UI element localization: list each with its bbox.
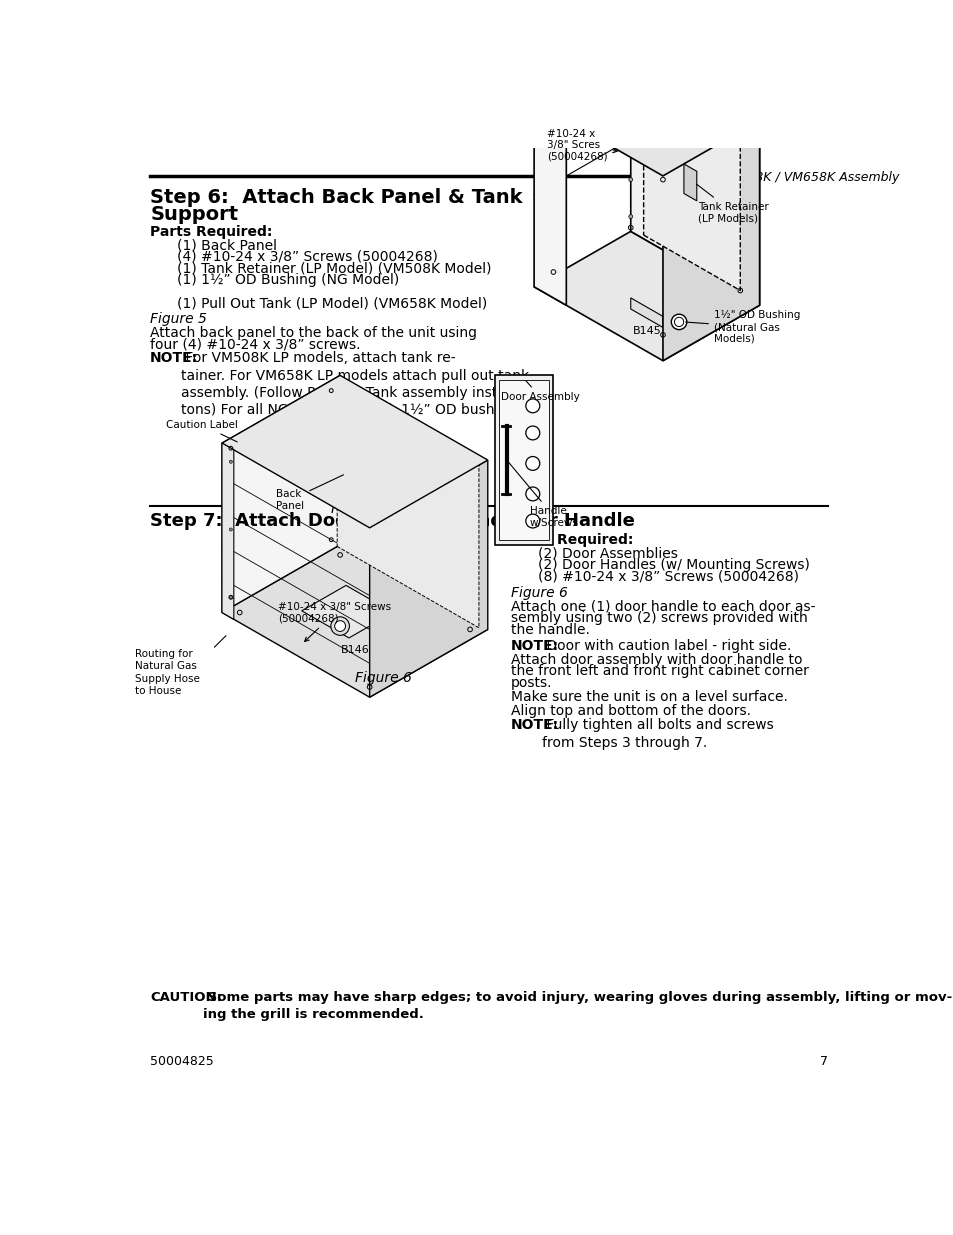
Text: (4) #10-24 x 3/8” Screws (50004268): (4) #10-24 x 3/8” Screws (50004268) (177, 249, 437, 264)
Text: (1) 1½” OD Bushing (NG Model): (1) 1½” OD Bushing (NG Model) (177, 273, 399, 287)
Text: (8) #10-24 x 3/8” Screws (50004268): (8) #10-24 x 3/8” Screws (50004268) (537, 569, 798, 583)
Polygon shape (630, 47, 759, 305)
Text: 1½" OD Bushing
(Natural Gas
Models): 1½" OD Bushing (Natural Gas Models) (685, 310, 800, 343)
Text: Attach one (1) door handle to each door as-: Attach one (1) door handle to each door … (510, 599, 814, 614)
Text: Make sure the unit is on a level surface.: Make sure the unit is on a level surface… (510, 690, 786, 704)
Circle shape (229, 529, 233, 531)
Polygon shape (534, 103, 566, 305)
Polygon shape (643, 65, 740, 290)
Text: B146: B146 (340, 645, 369, 655)
Text: Figure 5: Figure 5 (331, 503, 388, 516)
Polygon shape (495, 375, 553, 545)
Polygon shape (301, 585, 393, 638)
Text: Caution Label: Caution Label (166, 420, 237, 442)
Text: Some parts may have sharp edges; to avoid injury, wearing gloves during assembly: Some parts may have sharp edges; to avoi… (203, 992, 951, 1021)
Circle shape (229, 595, 233, 599)
Text: B145: B145 (632, 326, 660, 336)
Text: Step 6:  Attach Back Panel & Tank: Step 6: Attach Back Panel & Tank (150, 188, 522, 207)
Polygon shape (534, 231, 759, 361)
Text: VM508K / VM658K Assembly: VM508K / VM658K Assembly (720, 172, 899, 184)
Text: For VM508K LP models, attach tank re-
tainer. For VM658K LP models attach pull o: For VM508K LP models, attach tank re- ta… (181, 352, 529, 417)
Text: #10-24 x 3/8" Screws
(50004268): #10-24 x 3/8" Screws (50004268) (278, 601, 391, 641)
Circle shape (628, 178, 632, 182)
Text: Parts Required:: Parts Required: (150, 225, 273, 240)
Polygon shape (662, 121, 759, 361)
Circle shape (335, 621, 345, 631)
Text: #10-24 x
3/8" Scres
(50004268): #10-24 x 3/8" Scres (50004268) (547, 128, 617, 162)
Text: Attach door assembly with door handle to: Attach door assembly with door handle to (510, 652, 801, 667)
Polygon shape (222, 375, 340, 613)
Circle shape (525, 457, 539, 471)
Text: NOTE:: NOTE: (150, 352, 198, 366)
Text: the handle.: the handle. (510, 622, 589, 636)
Circle shape (525, 514, 539, 529)
Text: Support: Support (150, 205, 238, 225)
Polygon shape (336, 384, 478, 627)
Circle shape (628, 141, 632, 144)
Text: CAUTION:: CAUTION: (150, 992, 222, 1004)
Circle shape (628, 215, 632, 219)
Polygon shape (222, 375, 487, 527)
Text: NOTE:: NOTE: (510, 638, 558, 652)
Text: Door with caution label - right side.: Door with caution label - right side. (541, 638, 790, 652)
Text: Figure 6: Figure 6 (510, 585, 567, 599)
Text: Figure 6: Figure 6 (355, 671, 412, 685)
Circle shape (525, 399, 539, 412)
Circle shape (671, 314, 686, 330)
Circle shape (331, 616, 349, 635)
Text: four (4) #10-24 x 3/8” screws.: four (4) #10-24 x 3/8” screws. (150, 337, 360, 352)
Text: Parts Required:: Parts Required: (510, 534, 633, 547)
Text: the front left and front right cabinet corner: the front left and front right cabinet c… (510, 664, 807, 678)
Text: sembly using two (2) screws provided with: sembly using two (2) screws provided wit… (510, 611, 806, 625)
Text: 7: 7 (819, 1055, 827, 1068)
Polygon shape (222, 545, 487, 698)
Text: 50004825: 50004825 (150, 1055, 213, 1068)
Polygon shape (369, 461, 487, 698)
Polygon shape (534, 47, 759, 175)
Text: Routing for
Natural Gas
Supply Hose
to House: Routing for Natural Gas Supply Hose to H… (134, 648, 199, 695)
Text: (1) Back Panel: (1) Back Panel (177, 238, 277, 252)
Text: Step 7:  Attach Door Assembly and Door Handle: Step 7: Attach Door Assembly and Door Ha… (150, 513, 635, 530)
Text: Align top and bottom of the doors.: Align top and bottom of the doors. (510, 704, 750, 718)
Polygon shape (683, 164, 696, 201)
Text: (2) Door Handles (w/ Mounting Screws): (2) Door Handles (w/ Mounting Screws) (537, 558, 809, 572)
Circle shape (229, 461, 233, 463)
Circle shape (628, 67, 632, 70)
Text: (1) Pull Out Tank (LP Model) (VM658K Model): (1) Pull Out Tank (LP Model) (VM658K Mod… (177, 296, 487, 310)
Text: (2) Door Assemblies: (2) Door Assemblies (537, 546, 677, 561)
Text: Fully tighten all bolts and screws
from Steps 3 through 7.: Fully tighten all bolts and screws from … (541, 718, 773, 751)
Text: Figure 5: Figure 5 (150, 312, 207, 326)
Polygon shape (222, 443, 233, 619)
Polygon shape (499, 380, 548, 540)
Text: Back
Panel: Back Panel (276, 474, 343, 510)
Text: Attach back panel to the back of the unit using: Attach back panel to the back of the uni… (150, 326, 476, 340)
Text: Handle
w/Screws: Handle w/Screws (508, 462, 578, 527)
Text: posts.: posts. (510, 676, 552, 689)
Polygon shape (630, 298, 662, 327)
Text: (1) Tank Retainer (LP Model) (VM508K Model): (1) Tank Retainer (LP Model) (VM508K Mod… (177, 262, 492, 275)
Text: Tank Retainer
(LP Models): Tank Retainer (LP Models) (696, 184, 768, 224)
Text: Door Assembly: Door Assembly (500, 380, 579, 401)
Circle shape (628, 104, 632, 107)
Circle shape (525, 487, 539, 501)
Text: NOTE:: NOTE: (510, 718, 558, 732)
Circle shape (525, 426, 539, 440)
